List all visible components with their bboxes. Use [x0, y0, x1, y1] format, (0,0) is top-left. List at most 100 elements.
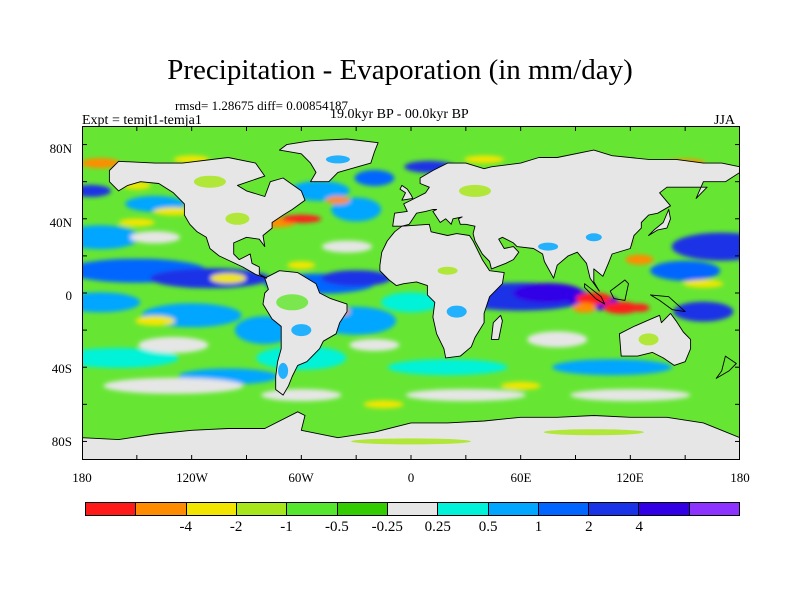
field-patch	[625, 254, 654, 265]
field-patch	[387, 359, 508, 376]
field-patch	[281, 214, 322, 223]
colorbar-swatch	[86, 503, 137, 515]
coast-madagascar	[490, 314, 503, 340]
field-patch	[130, 231, 181, 244]
field-patch	[287, 261, 316, 270]
field-patch	[671, 232, 740, 261]
land-field-patch	[278, 362, 289, 379]
field-patch	[603, 301, 640, 314]
field-patch	[82, 347, 179, 368]
field-patch	[683, 279, 724, 288]
land-north-america	[109, 157, 306, 279]
colorbar-swatch	[538, 503, 590, 515]
land-field-patch	[291, 324, 312, 337]
lon-label-60w: 60W	[288, 470, 314, 485]
colorbar-swatch	[136, 503, 187, 515]
land-field-patch	[585, 233, 602, 242]
field-patch	[153, 207, 194, 216]
field-patch	[405, 389, 526, 402]
land-field-patch	[276, 294, 309, 311]
field-patch	[464, 155, 505, 164]
coast-uk	[399, 184, 414, 201]
lon-label-120w: 120W	[176, 470, 208, 485]
field-patch	[513, 283, 584, 303]
colorbar-swatch	[236, 503, 288, 515]
coast-sumatra	[584, 283, 606, 305]
field-patch	[575, 292, 612, 305]
field-patch	[289, 180, 350, 201]
land-field-patch	[225, 212, 250, 225]
period-label: 19.0kyr BP - 00.0kyr BP	[330, 107, 469, 122]
lon-label-0: 0	[407, 470, 415, 485]
coast-antarctica	[82, 411, 740, 460]
field-patch	[354, 170, 395, 186]
colorbar-label: 0.25	[424, 519, 451, 535]
field-patch	[552, 359, 673, 376]
field-patch	[135, 315, 176, 326]
map-title: Precipitation - Evaporation (in mm/day)	[167, 54, 633, 86]
field-patch	[103, 377, 244, 394]
season-label: JJA	[714, 113, 736, 128]
field-patch	[570, 389, 691, 402]
field-patch	[210, 273, 247, 284]
colorbar-label: -0.25	[371, 519, 403, 535]
field-patch	[261, 389, 342, 402]
field-patch	[500, 381, 541, 390]
field-patch	[325, 196, 350, 205]
lon-label-60e: 60E	[510, 470, 532, 485]
land-field-patch	[459, 184, 491, 197]
field-patch	[82, 158, 121, 169]
land-field-patch	[437, 266, 458, 275]
coast-new-guinea	[649, 294, 686, 313]
colorbar	[85, 502, 740, 516]
lat-label-40n: 40N	[49, 215, 72, 230]
field-patch	[138, 337, 209, 353]
field-patch	[321, 270, 392, 287]
colorbar-label: 4	[635, 519, 643, 535]
field-patch	[82, 225, 141, 250]
colorbar-label: -2	[229, 519, 243, 535]
field-patch	[363, 400, 404, 409]
land-field-patch	[193, 175, 226, 188]
field-patch	[118, 218, 155, 227]
colorbar-swatch	[186, 503, 237, 515]
colorbar-swatch	[589, 503, 640, 515]
field-patch	[149, 268, 270, 289]
colorbar-swatch	[689, 503, 740, 515]
coast-eurasia	[392, 149, 740, 292]
field-patch	[82, 184, 112, 197]
land-antarctica	[82, 411, 740, 460]
coast-greenland	[278, 138, 379, 183]
field-patch	[527, 331, 588, 348]
colorbar-swatch	[287, 503, 338, 515]
land-field-patch	[638, 333, 659, 346]
land-field-patch	[446, 305, 467, 318]
lat-label-80n: 80N	[49, 141, 72, 156]
coast-australia	[618, 312, 692, 366]
land-field-patch	[351, 438, 471, 445]
coast-japan	[648, 209, 671, 236]
coast-africa	[379, 223, 505, 359]
colorbar-swatch	[438, 503, 489, 515]
coast-new-zealand	[715, 355, 737, 379]
field-patch	[82, 292, 141, 313]
land-africa	[379, 224, 505, 358]
field-patch	[650, 260, 721, 281]
field-patch	[322, 240, 372, 253]
precip-evap-map	[82, 126, 740, 460]
colorbar-label: -1	[280, 519, 293, 535]
field-patch	[572, 302, 597, 313]
lon-label-180e: 180	[730, 470, 750, 485]
colorbar-swatch	[488, 503, 539, 515]
lat-label-80s: 80S	[51, 434, 72, 449]
lat-label-equator: 0	[65, 288, 73, 303]
field-patch	[349, 339, 400, 351]
field-patch	[629, 303, 650, 312]
colorbar-label: -4	[179, 519, 193, 535]
field-patch	[673, 301, 734, 322]
land-field-patch	[543, 429, 644, 436]
coast-borneo	[609, 279, 629, 301]
colorbar-label: 2	[585, 519, 593, 535]
lon-label-180w: 180	[72, 470, 92, 485]
land-uk	[400, 185, 413, 201]
